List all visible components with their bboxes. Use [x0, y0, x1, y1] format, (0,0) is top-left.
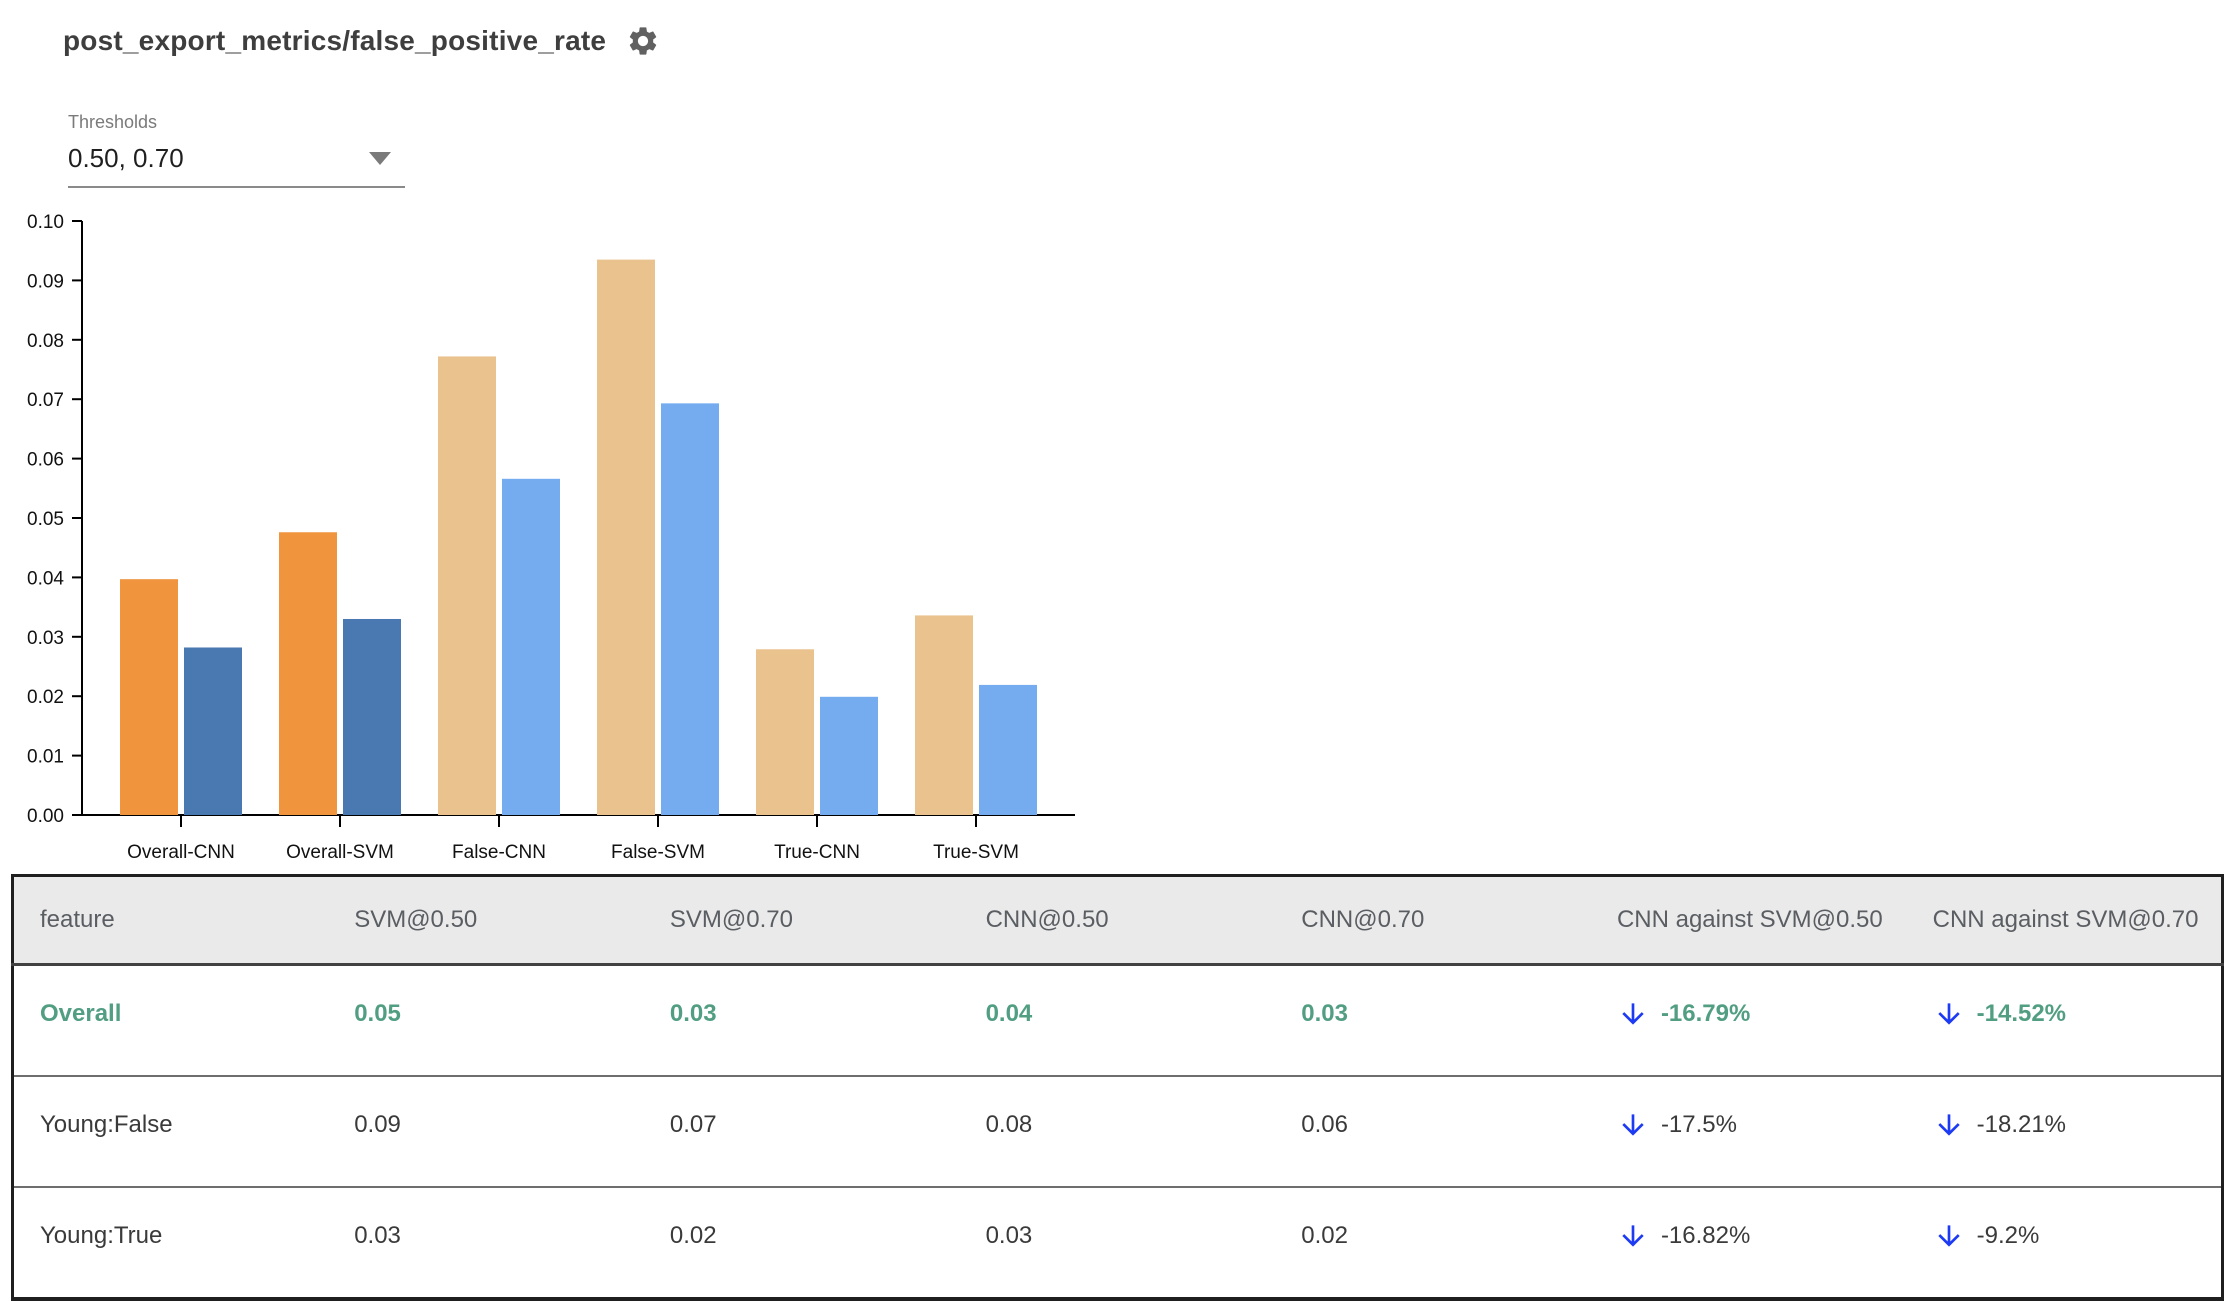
y-axis-tick-label: 0.01	[27, 747, 64, 768]
metric-value-cell: 0.02	[669, 1221, 717, 1249]
bar-True-SVM-threshold-0.50[interactable]	[915, 615, 973, 815]
delta-value: -17.5%	[1660, 1110, 1737, 1138]
table-header-row: feature SVM@0.50 SVM@0.70 CNN@0.50 CNN@0.70 C…	[12, 875, 2223, 966]
bar-Overall-CNN-threshold-0.70[interactable]	[184, 647, 242, 815]
column-header-cnn-0-50: CNN@0.50	[959, 875, 1276, 966]
column-header-cnn-0-70: CNN@0.70	[1275, 875, 1591, 966]
delta-cell: -14.52%	[1906, 964, 2223, 1077]
y-axis-tick-label: 0.10	[27, 212, 64, 233]
delta-cell: -16.79%	[1590, 964, 1907, 1077]
x-axis-label: True-CNN	[774, 842, 860, 863]
metric-value-cell: 0.02	[1301, 1221, 1348, 1249]
metric-value-cell: 0.04	[959, 964, 1276, 1077]
thresholds-select[interactable]: Thresholds 0.50, 0.70	[68, 112, 405, 188]
y-axis-tick-label: 0.06	[27, 450, 64, 471]
arrow-down-icon	[1933, 1109, 1965, 1141]
column-header-svm-0-50: SVM@0.50	[328, 875, 644, 966]
arrow-down-icon	[1617, 998, 1649, 1030]
x-axis-label: Overall-CNN	[127, 842, 235, 863]
metric-value-cell: 0.03	[354, 1221, 401, 1249]
bar-Overall-SVM-threshold-0.50[interactable]	[279, 532, 337, 815]
metric-value-cell: 0.06	[1275, 1076, 1591, 1188]
metric-value-cell: 0.07	[643, 1076, 960, 1188]
metric-value-cell: 0.05	[328, 964, 644, 1077]
delta-value: -16.82%	[1660, 1221, 1751, 1249]
delta-value: -16.79%	[1660, 999, 1751, 1027]
false-positive-rate-bar-chart: 0.00 0.01 0.02 0.03 0.04 0.05 0.06 0.07 0.08 0.09…	[27, 212, 1075, 863]
bar-True-CNN-threshold-0.50[interactable]	[756, 649, 814, 815]
bar-False-SVM-threshold-0.50[interactable]	[597, 259, 655, 815]
column-header-cnn-against-svm-0-50: CNN against SVM@0.50	[1590, 875, 1907, 966]
feature-cell: Young:False	[12, 1076, 329, 1188]
column-header-cnn-against-svm-0-70: CNN against SVM@0.70	[1906, 875, 2223, 966]
metric-value-cell: 0.03	[1275, 964, 1591, 1077]
x-axis-label: Overall-SVM	[286, 842, 394, 863]
arrow-down-icon	[1933, 1220, 1965, 1252]
delta-value: -9.2%	[1976, 1221, 2040, 1249]
chevron-down-icon	[369, 152, 391, 165]
page-title: post_export_metrics/false_positive_rate	[63, 25, 607, 56]
metrics-table: feature SVM@0.50 SVM@0.70 CNN@0.50 CNN@0.70 C…	[11, 874, 2224, 1301]
arrow-down-icon	[1933, 998, 1965, 1030]
bar-Overall-SVM-threshold-0.70[interactable]	[343, 618, 401, 815]
metric-header: post_export_metrics/false_positive_rate	[63, 24, 660, 58]
metric-value-cell: 0.03	[985, 1221, 1033, 1249]
table-row: Young:False 0.09 0.07 0.08 0.06 -17.5% -18.21%	[12, 1076, 2223, 1188]
arrow-down-icon	[1617, 1109, 1649, 1141]
thresholds-label: Thresholds	[68, 112, 158, 132]
delta-cell: -17.5%	[1590, 1076, 1907, 1188]
y-axis-tick-label: 0.07	[27, 390, 64, 411]
table-row: Overall 0.05 0.03 0.04 0.03 -16.79% -14.52%	[12, 964, 2223, 1077]
column-header-feature: feature	[12, 875, 329, 966]
bar-True-CNN-threshold-0.70[interactable]	[820, 696, 878, 815]
metric-value-cell: 0.08	[959, 1076, 1276, 1188]
y-axis-tick-label: 0.08	[27, 331, 64, 352]
gear-icon[interactable]	[626, 24, 660, 58]
y-axis-tick-label: 0.03	[27, 628, 64, 649]
x-axis-label: False-SVM	[611, 842, 705, 863]
bar-False-CNN-threshold-0.70[interactable]	[502, 478, 560, 815]
delta-cell: -16.82%	[1591, 1187, 1907, 1299]
delta-cell: -18.21%	[1906, 1076, 2223, 1188]
delta-value: -14.52%	[1976, 999, 2067, 1027]
y-axis-tick-label: 0.02	[27, 687, 64, 708]
bar-False-CNN-threshold-0.50[interactable]	[438, 356, 496, 815]
y-axis-tick-label: 0.00	[27, 806, 64, 827]
thresholds-value: 0.50, 0.70	[68, 143, 184, 173]
metric-value-cell: 0.09	[328, 1076, 644, 1188]
y-axis-tick-label: 0.09	[27, 271, 64, 292]
delta-value: -18.21%	[1976, 1110, 2067, 1138]
x-axis-label: True-SVM	[933, 842, 1019, 863]
bar-False-SVM-threshold-0.70[interactable]	[661, 403, 719, 815]
x-axis-label: False-CNN	[452, 842, 546, 863]
bar-Overall-CNN-threshold-0.50[interactable]	[120, 579, 178, 815]
y-axis-tick-label: 0.04	[27, 568, 64, 589]
feature-cell: Young:True	[40, 1221, 163, 1249]
column-header-svm-0-70: SVM@0.70	[643, 875, 960, 966]
delta-cell: -9.2%	[1907, 1187, 2223, 1299]
arrow-down-icon	[1617, 1220, 1649, 1252]
y-axis-tick-label: 0.05	[27, 509, 64, 530]
metric-value-cell: 0.03	[643, 964, 960, 1077]
table-row: Young:True 0.03 0.02 0.03 0.02 -16.82% -9.2%	[13, 1187, 2223, 1299]
bar-True-SVM-threshold-0.70[interactable]	[979, 684, 1037, 815]
feature-cell: Overall	[12, 964, 329, 1077]
